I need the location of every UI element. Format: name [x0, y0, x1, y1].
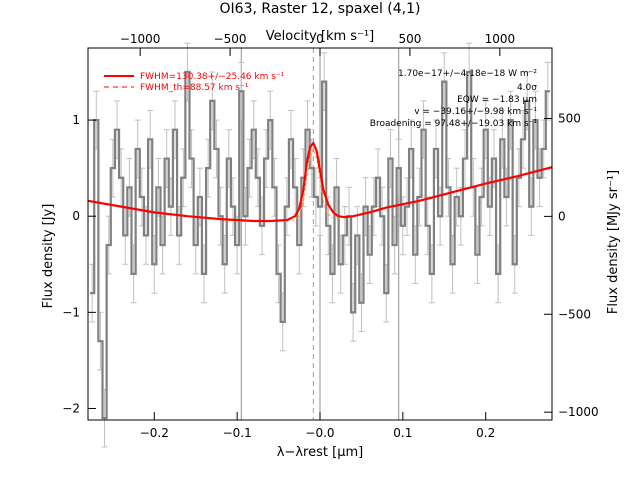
annotation-broadening: Broadening = 97.48+/−19.03 km s⁻¹ [370, 119, 538, 129]
right-axis-label: Flux density [MJy sr⁻¹] [606, 170, 621, 314]
bottom-axis-label: λ−λrest [μm] [277, 445, 363, 460]
x-tick-label: −0.0 [305, 426, 334, 440]
y-tick-label: 0 [72, 209, 80, 223]
y2-tick-label: −1000 [558, 405, 599, 419]
fit-curve [87, 141, 553, 223]
y-tick-label: 1 [72, 113, 80, 127]
x2-tick-label: 500 [398, 32, 421, 46]
x-tick-label: 0.2 [476, 426, 495, 440]
annotation-flux: 1.70e−17+/−4.18e−18 W m⁻² [398, 69, 537, 79]
legend-label-thermal: FWHM_th=88.57 km s⁻¹ [140, 83, 249, 93]
annotation-velocity: v = −39.16+/−9.98 km s⁻¹ [414, 107, 537, 117]
legend-label-fit: FWHM=130.38+/−25.46 km s⁻¹ [140, 72, 285, 82]
annotation-sigma: 4.0σ [517, 83, 537, 93]
y-tick-label: −2 [62, 401, 80, 415]
left-axis-label: Flux density [Jy] [41, 204, 56, 309]
x-tick-label: 0.1 [393, 426, 412, 440]
thermal-profile-curve [286, 147, 345, 221]
legend: FWHM=130.38+/−25.46 km s⁻¹ FWHM_th=88.57… [104, 72, 285, 93]
x2-tick-label: 0 [316, 32, 324, 46]
y2-tick-label: 0 [558, 209, 566, 223]
annotation-eqw: EQW = −1.83 μm [457, 95, 537, 105]
y2-tick-label: −500 [558, 307, 591, 321]
x2-tick-label: −500 [214, 32, 247, 46]
x-tick-label: −0.1 [223, 426, 252, 440]
plot-area: −0.2 −0.1 −0.0 0.1 0.2−1000 −500 0 500 1000−2−10… [62, 32, 599, 448]
x-tick-label: −0.2 [140, 426, 169, 440]
chart-title: OI63, Raster 12, spaxel (4,1) [220, 1, 421, 17]
top-axis-label: Velocity [km s⁻¹] [266, 29, 374, 44]
y-tick-label: −1 [62, 305, 80, 319]
y2-tick-label: 500 [558, 111, 581, 125]
x2-tick-label: 1000 [485, 32, 516, 46]
fit-annotations: 1.70e−17+/−4.18e−18 W m⁻² 4.0σ EQW = −1.… [370, 69, 538, 129]
x2-tick-label: −1000 [120, 32, 161, 46]
